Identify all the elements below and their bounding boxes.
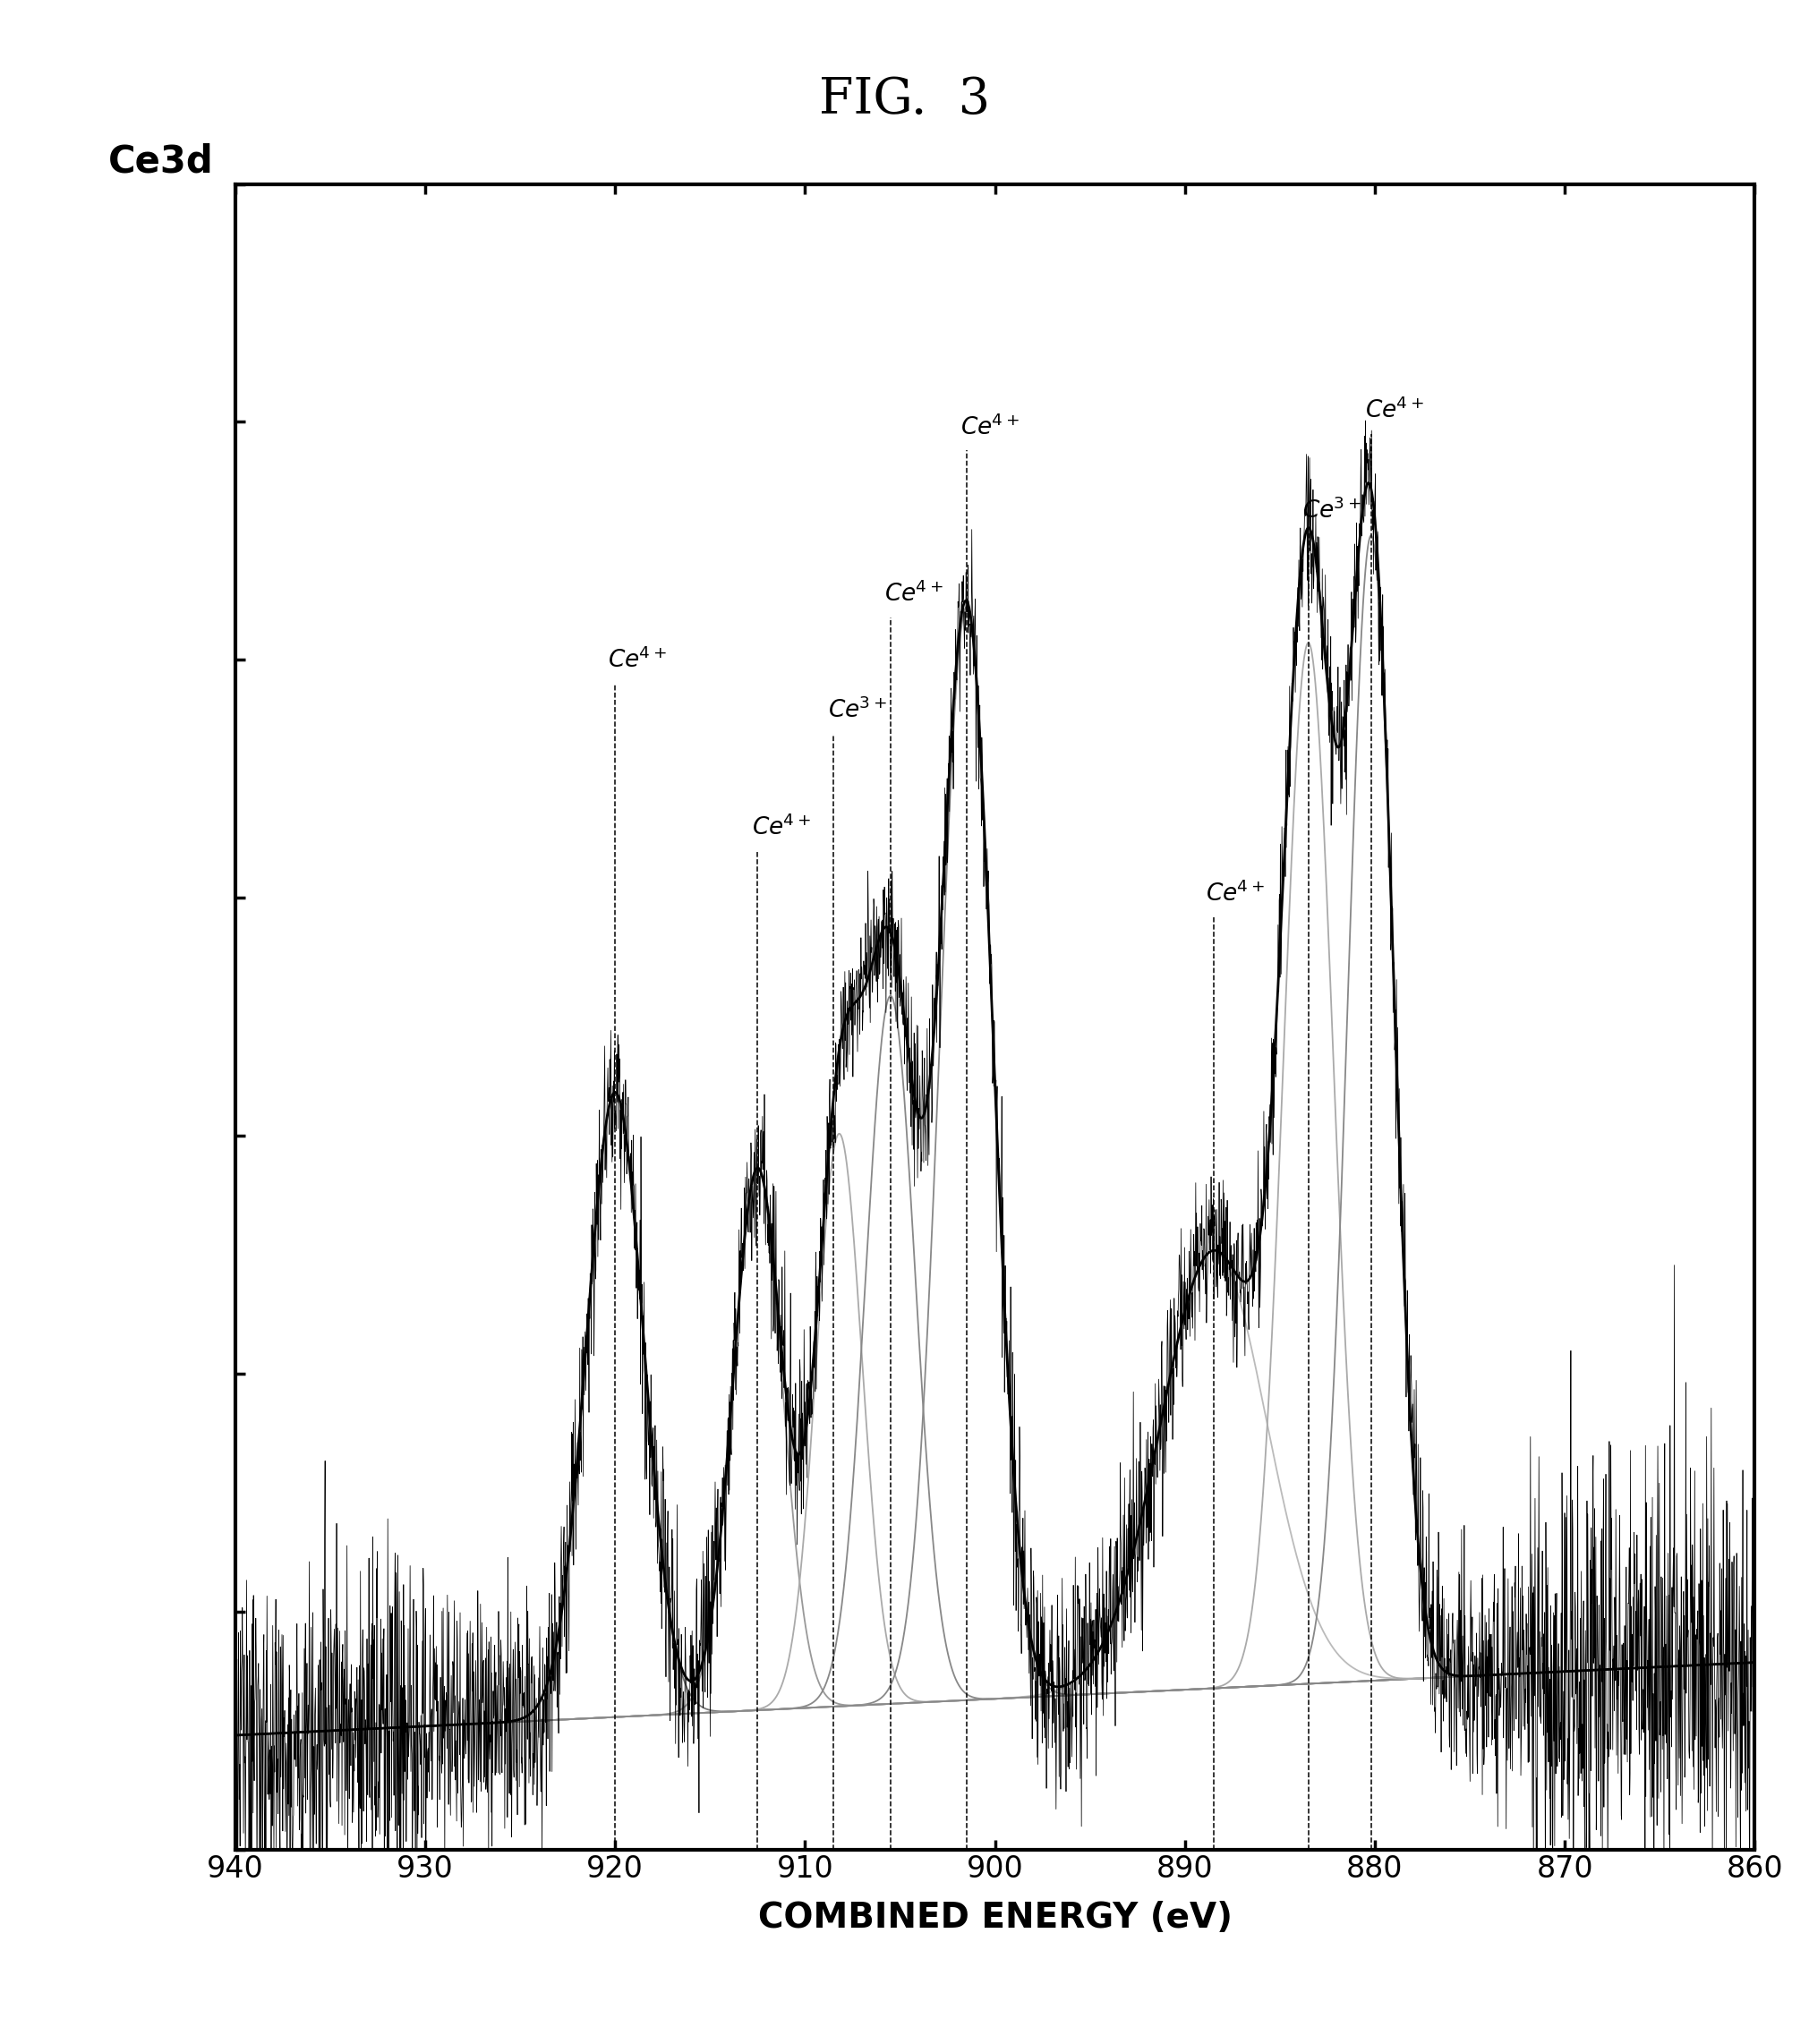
Text: Ce$^{3+}$: Ce$^{3+}$ bbox=[829, 697, 886, 724]
Text: Ce$^{4+}$: Ce$^{4+}$ bbox=[961, 415, 1020, 439]
Text: Ce$^{4+}$: Ce$^{4+}$ bbox=[608, 648, 666, 672]
Text: Ce$^{4+}$: Ce$^{4+}$ bbox=[1366, 399, 1424, 423]
Text: Ce$^{3+}$: Ce$^{3+}$ bbox=[1302, 499, 1362, 523]
Text: Ce$^{4+}$: Ce$^{4+}$ bbox=[885, 580, 944, 607]
Text: FIG.  3: FIG. 3 bbox=[819, 76, 990, 125]
Text: Ce$^{4+}$: Ce$^{4+}$ bbox=[753, 814, 810, 840]
X-axis label: COMBINED ENERGY (eV): COMBINED ENERGY (eV) bbox=[758, 1901, 1232, 1936]
Text: Ce$^{4+}$: Ce$^{4+}$ bbox=[1207, 881, 1264, 908]
Text: Ce3d: Ce3d bbox=[109, 143, 213, 180]
